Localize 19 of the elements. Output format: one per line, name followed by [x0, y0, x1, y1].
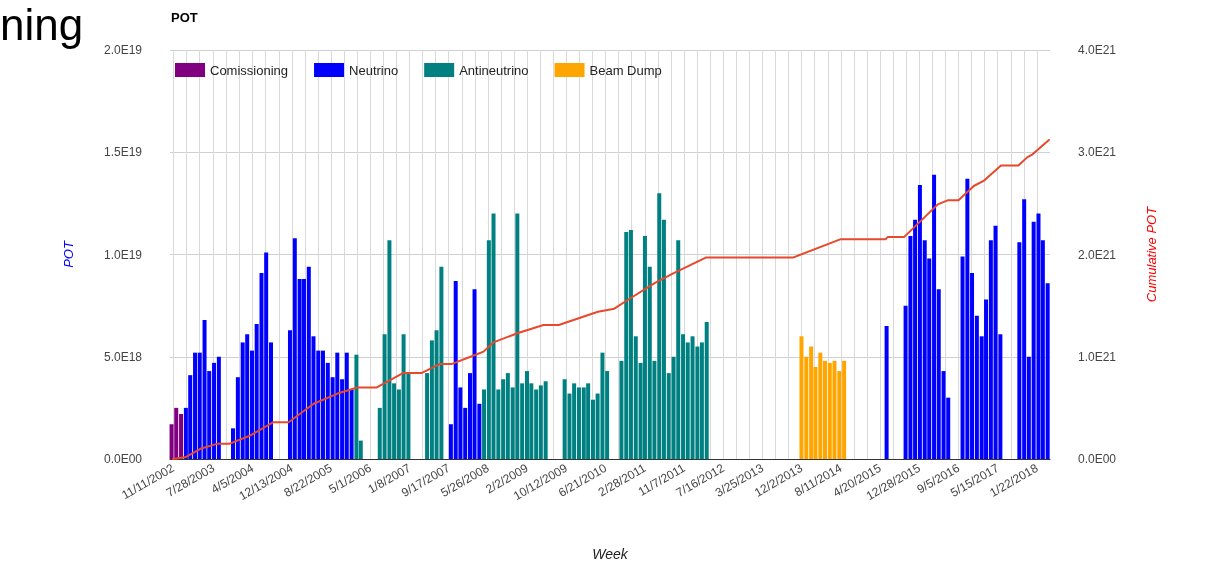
- y-tick-label: 1.0E19: [103, 247, 143, 262]
- legend-label: Neutrino: [349, 62, 399, 78]
- y2-axis-title: Cumulative POT: [1144, 205, 1159, 303]
- y-tick-label: 1.5E19: [103, 145, 143, 160]
- text: ning: [0, 0, 84, 49]
- chart-title: POT: [171, 10, 198, 25]
- y2-tick-label: 3.0E21: [1078, 145, 1117, 160]
- y-tick-label: 5.0E18: [103, 349, 143, 364]
- y-tick-label: 0.0E00: [103, 452, 143, 466]
- y2-tick-label: 0.0E00: [1078, 452, 1117, 466]
- y-axis-title: POT: [61, 240, 76, 268]
- y2-tick-label: 1.0E21: [1078, 349, 1117, 364]
- y2-tick-label: 4.0E21: [1078, 43, 1117, 57]
- y2-tick-label: 2.0E21: [1078, 247, 1117, 262]
- legend-label: Comissioning: [210, 62, 289, 78]
- legend-label: Beam Dump: [589, 62, 662, 78]
- legend-label: Antineutrino: [459, 62, 529, 78]
- y-tick-label: 2.0E19: [103, 43, 143, 57]
- x-axis-title: Week: [592, 546, 629, 562]
